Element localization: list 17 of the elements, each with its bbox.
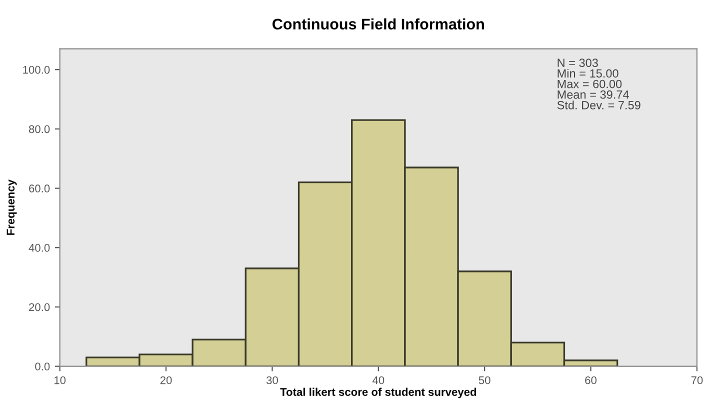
- x-axis-title: Total likert score of student surveyed: [280, 388, 476, 398]
- y-tick-label: 80.0: [28, 125, 50, 134]
- y-axis-title: Frequency: [6, 180, 17, 235]
- x-tick-label: 20: [160, 376, 172, 384]
- y-tick-label: 100.0: [23, 66, 50, 74]
- y-tick-label: 60.0: [29, 184, 50, 192]
- annotation: N = 303 Min = 15.00 Max = 60.00 Mean = 39.74 Std. Dev. = 7.59: [557, 58, 640, 110]
- x-tick-label: 30: [266, 376, 278, 384]
- y-tick-label: 20.0: [29, 303, 50, 312]
- x-tick-label: 40: [372, 376, 384, 384]
- x-tick-label: 50: [478, 376, 490, 384]
- x-tick-label: 70: [691, 376, 703, 384]
- x-tick-label: 10: [54, 376, 66, 384]
- chart-title: Continuous Field Information: [272, 18, 484, 30]
- x-tick-label: 60: [585, 376, 597, 384]
- y-tick-label: 0.0: [35, 362, 50, 370]
- y-tick-label: 40.0: [28, 244, 50, 252]
